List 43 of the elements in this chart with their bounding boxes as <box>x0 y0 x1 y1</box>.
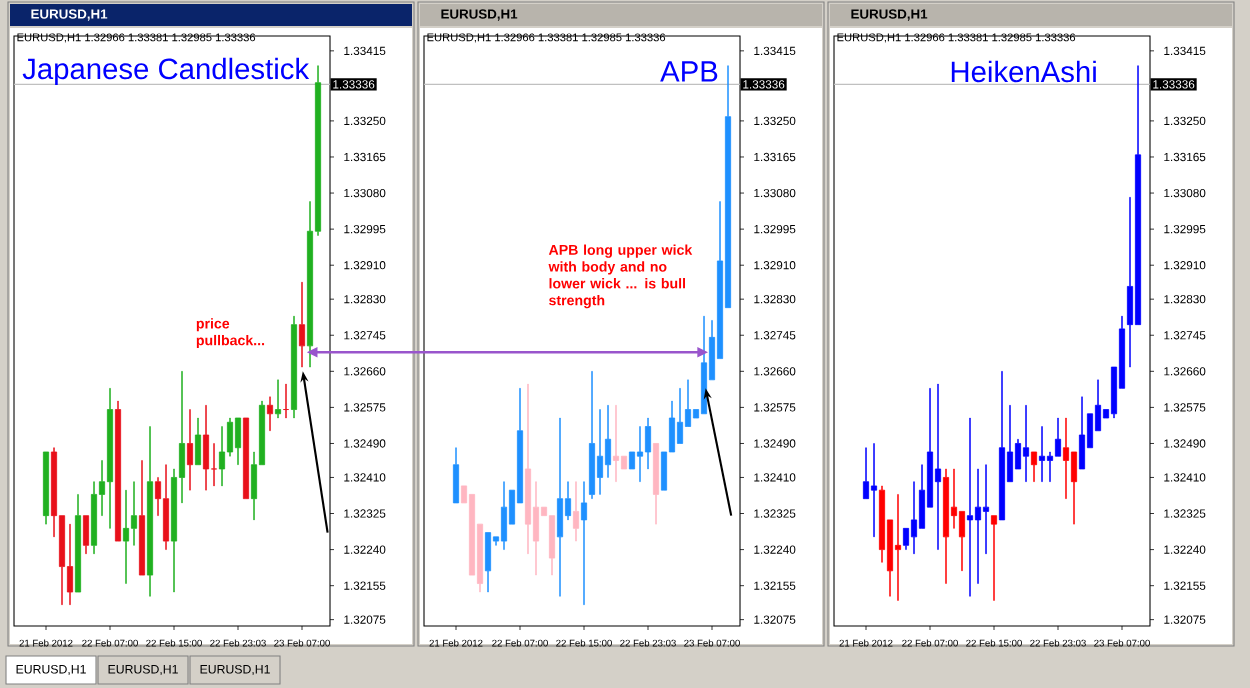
candlestick <box>106 387 114 529</box>
candlestick <box>266 396 274 432</box>
candlestick <box>146 426 154 597</box>
candlestick <box>556 417 564 597</box>
candlestick <box>274 379 282 419</box>
candlestick <box>202 404 210 491</box>
candlestick <box>580 481 588 606</box>
candlestick <box>1038 426 1046 483</box>
candlestick <box>298 281 306 368</box>
candlestick <box>934 383 942 550</box>
candlestick <box>1022 404 1030 483</box>
candlestick <box>42 451 50 525</box>
candlestick <box>942 468 950 584</box>
candlestick <box>74 494 82 593</box>
annotation: Japanese Candlestick <box>22 57 310 86</box>
candlestick <box>870 443 878 538</box>
candlestick <box>612 404 620 483</box>
candlestick <box>1078 396 1086 470</box>
candlestick <box>194 417 202 466</box>
candlestick <box>652 443 660 525</box>
candlestick <box>572 481 580 542</box>
candlestick <box>500 481 508 550</box>
candlestick <box>234 417 242 466</box>
candlestick <box>82 515 90 555</box>
candlestick <box>990 515 998 601</box>
candlestick <box>1030 451 1038 483</box>
candlestick <box>114 400 122 542</box>
candlestick <box>122 489 130 584</box>
candlestick <box>966 417 974 597</box>
annotation: HeikenAshi <box>951 60 1096 83</box>
candlestick <box>66 523 74 606</box>
candlestick <box>588 370 596 500</box>
candlestick <box>282 383 290 419</box>
candlestick <box>998 370 1006 521</box>
candlestick <box>290 315 298 419</box>
candlestick <box>162 464 170 550</box>
candlestick <box>484 532 492 593</box>
candlestick <box>138 460 146 576</box>
annotation: APB <box>660 61 718 82</box>
candlestick <box>186 409 194 491</box>
candlestick <box>894 494 902 601</box>
candlestick <box>242 417 250 500</box>
candlestick <box>452 447 460 504</box>
